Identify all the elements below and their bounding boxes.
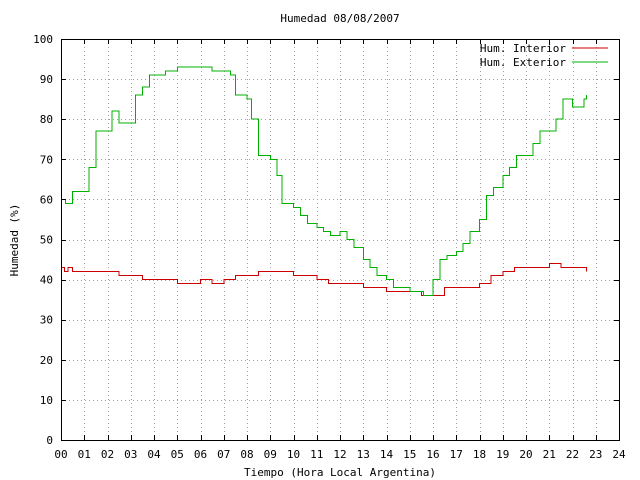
x-tick-label: 14 (380, 448, 394, 461)
y-tick-labels: 0 10 20 30 40 50 60 70 80 90 100 (33, 33, 53, 447)
legend-label-interior: Hum. Interior (480, 42, 566, 55)
chart-title: Humedad 08/08/2007 (280, 12, 399, 25)
y-tick-label: 70 (40, 153, 53, 166)
y-tick-label: 60 (40, 193, 53, 206)
series-line-exterior (61, 66, 587, 297)
y-tick-label: 40 (40, 274, 53, 287)
y-tick-label: 20 (40, 354, 53, 367)
x-tick-label: 00 (54, 448, 67, 461)
x-tick-label: 17 (450, 448, 463, 461)
x-tick-label: 06 (194, 448, 207, 461)
x-tick-label: 22 (566, 448, 579, 461)
series-layer (61, 66, 587, 297)
x-tick-label: 11 (310, 448, 323, 461)
y-tick-label: 0 (46, 434, 53, 447)
x-tick-label: 13 (357, 448, 370, 461)
x-tick-label: 12 (333, 448, 346, 461)
x-tick-label: 01 (78, 448, 91, 461)
x-tick-label: 16 (426, 448, 439, 461)
axis-ticks (61, 39, 620, 441)
x-tick-label: 20 (519, 448, 532, 461)
y-tick-label: 10 (40, 394, 53, 407)
y-tick-label: 90 (40, 73, 53, 86)
y-axis-label: Humedad (%) (8, 204, 21, 277)
x-tick-label: 05 (171, 448, 184, 461)
x-tick-label: 04 (147, 448, 161, 461)
x-tick-label: 08 (240, 448, 253, 461)
y-tick-label: 50 (40, 234, 53, 247)
y-tick-label: 30 (40, 314, 53, 327)
x-tick-labels: 00 01 02 03 04 05 06 07 08 09 10 11 12 13 14 15 16 17 18 19… (54, 448, 626, 461)
x-tick-label: 21 (543, 448, 556, 461)
x-tick-label: 15 (403, 448, 416, 461)
legend: Hum. Interior Hum. Exterior (480, 42, 608, 69)
x-axis-label: Tiempo (Hora Local Argentina) (244, 466, 436, 479)
x-tick-label: 10 (287, 448, 300, 461)
x-tick-label: 03 (124, 448, 137, 461)
grid-lines (61, 39, 619, 440)
x-tick-label: 07 (217, 448, 230, 461)
legend-label-exterior: Hum. Exterior (480, 56, 566, 69)
x-tick-label: 23 (589, 448, 602, 461)
x-tick-label: 24 (612, 448, 626, 461)
series-line-interior (61, 263, 587, 297)
y-tick-label: 100 (33, 33, 53, 46)
x-tick-label: 19 (496, 448, 509, 461)
x-tick-label: 09 (264, 448, 277, 461)
x-tick-label: 18 (473, 448, 486, 461)
y-tick-label: 80 (40, 113, 53, 126)
x-tick-label: 02 (101, 448, 114, 461)
